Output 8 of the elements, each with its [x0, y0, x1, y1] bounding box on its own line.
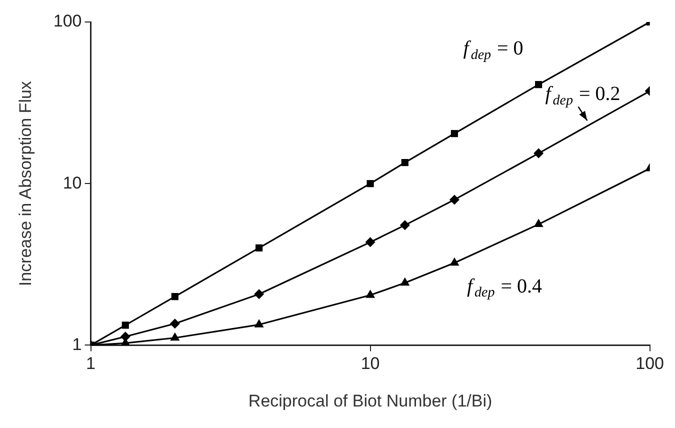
y-tick-label: 1 — [72, 334, 82, 354]
y-tick-label: 100 — [53, 12, 82, 31]
x-axis-title: Reciprocal of Biot Number (1/Bi) — [248, 391, 492, 410]
y-axis-title: Increase in Absorption Flux — [16, 80, 35, 286]
x-tick-label: 10 — [360, 354, 380, 374]
x-tick-label: 100 — [636, 354, 664, 374]
y-tick-label: 10 — [62, 173, 82, 192]
x-tick-label: 1 — [86, 354, 96, 374]
